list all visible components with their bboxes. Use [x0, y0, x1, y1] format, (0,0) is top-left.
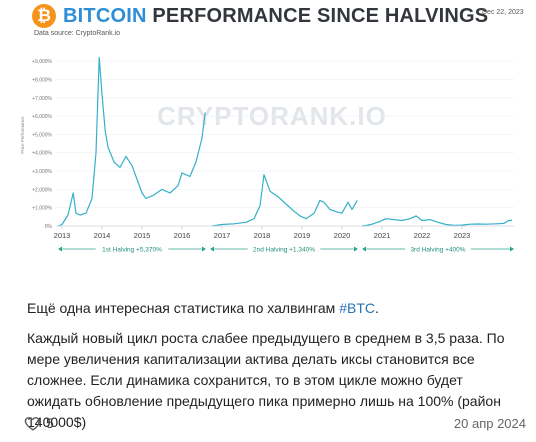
- halving-label-bg: [95, 244, 169, 254]
- x-tick-label: 2017: [214, 231, 231, 240]
- x-tick-label: 2015: [134, 231, 151, 240]
- range-arrow-left: [58, 246, 62, 252]
- y-tick-label: +8,000%: [32, 77, 52, 83]
- hashtag-link[interactable]: #BTC: [339, 300, 375, 316]
- y-tick-label: +3,000%: [32, 169, 52, 175]
- headline-accent: BITCOIN: [63, 5, 147, 27]
- headline-rest: PERFORMANCE SINCE HALVINGS: [152, 5, 489, 27]
- y-tick-label: +6,000%: [32, 114, 52, 120]
- series-line-1: [57, 56, 206, 227]
- range-arrow-right: [202, 246, 206, 252]
- halving-label-bg: [405, 244, 471, 254]
- y-tick-label: +9,000%: [32, 59, 52, 65]
- image-attachment[interactable]: ₿ BITCOIN PERFORMANCE SINCE HALVINGS Dec…: [0, 0, 536, 290]
- halving-label: 2nd Halving +1,340%: [253, 247, 315, 254]
- halving-label-bg: [247, 244, 321, 254]
- x-tick-label: 2022: [414, 231, 431, 240]
- performance-chart: CRYPTORANK.IO 0%+1,000%+2,000%+3,000%+4,…: [20, 56, 514, 254]
- y-tick-label: 0%: [45, 224, 53, 230]
- halving-label: 3rd Halving +400%: [410, 247, 465, 254]
- y-tick-label: +7,000%: [32, 96, 52, 102]
- x-tick-label: 2020: [334, 231, 351, 240]
- post-footer: 5 20 апр 2024: [0, 412, 536, 438]
- y-tick-label: +1,000%: [32, 206, 52, 212]
- x-tick-label: 2019: [294, 231, 311, 240]
- halving-label: 1st Halving +5,370%: [102, 247, 162, 254]
- y-axis-label: Price Performance: [20, 116, 25, 154]
- range-arrow-right: [354, 246, 358, 252]
- x-tick-label: 2014: [94, 231, 111, 240]
- x-tick-label: 2021: [374, 231, 391, 240]
- x-tick-label: 2013: [54, 231, 71, 240]
- post-intro-text: Ещё одна интересная статистика по халвин…: [27, 300, 340, 316]
- x-tick-label: 2023: [454, 231, 471, 240]
- y-tick-label: +4,000%: [32, 151, 52, 157]
- y-tick-label: +5,000%: [32, 132, 52, 138]
- chart-date: Dec 22, 2023: [482, 9, 524, 16]
- heart-icon[interactable]: [24, 414, 42, 432]
- chart-headline: BITCOIN PERFORMANCE SINCE HALVINGS: [63, 5, 488, 28]
- post-intro-end: .: [375, 300, 379, 316]
- x-tick-label: 2018: [254, 231, 271, 240]
- range-arrow-left: [362, 246, 366, 252]
- range-arrow-right: [510, 246, 514, 252]
- series-line-3: [361, 215, 513, 227]
- series-line-2: [211, 174, 358, 227]
- post-date: 20 апр 2024: [453, 416, 526, 431]
- data-source: Data source: CryptoRank.io: [34, 30, 120, 37]
- range-arrow-left: [210, 246, 214, 252]
- bitcoin-logo-icon: ₿: [32, 4, 56, 28]
- post-intro: Ещё одна интересная статистика по халвин…: [27, 298, 517, 319]
- y-tick-label: +2,000%: [32, 187, 52, 193]
- like-count: 5: [46, 415, 54, 431]
- post-body: Каждый новый цикл роста слабее предыдуще…: [27, 330, 505, 430]
- x-tick-label: 2016: [174, 231, 191, 240]
